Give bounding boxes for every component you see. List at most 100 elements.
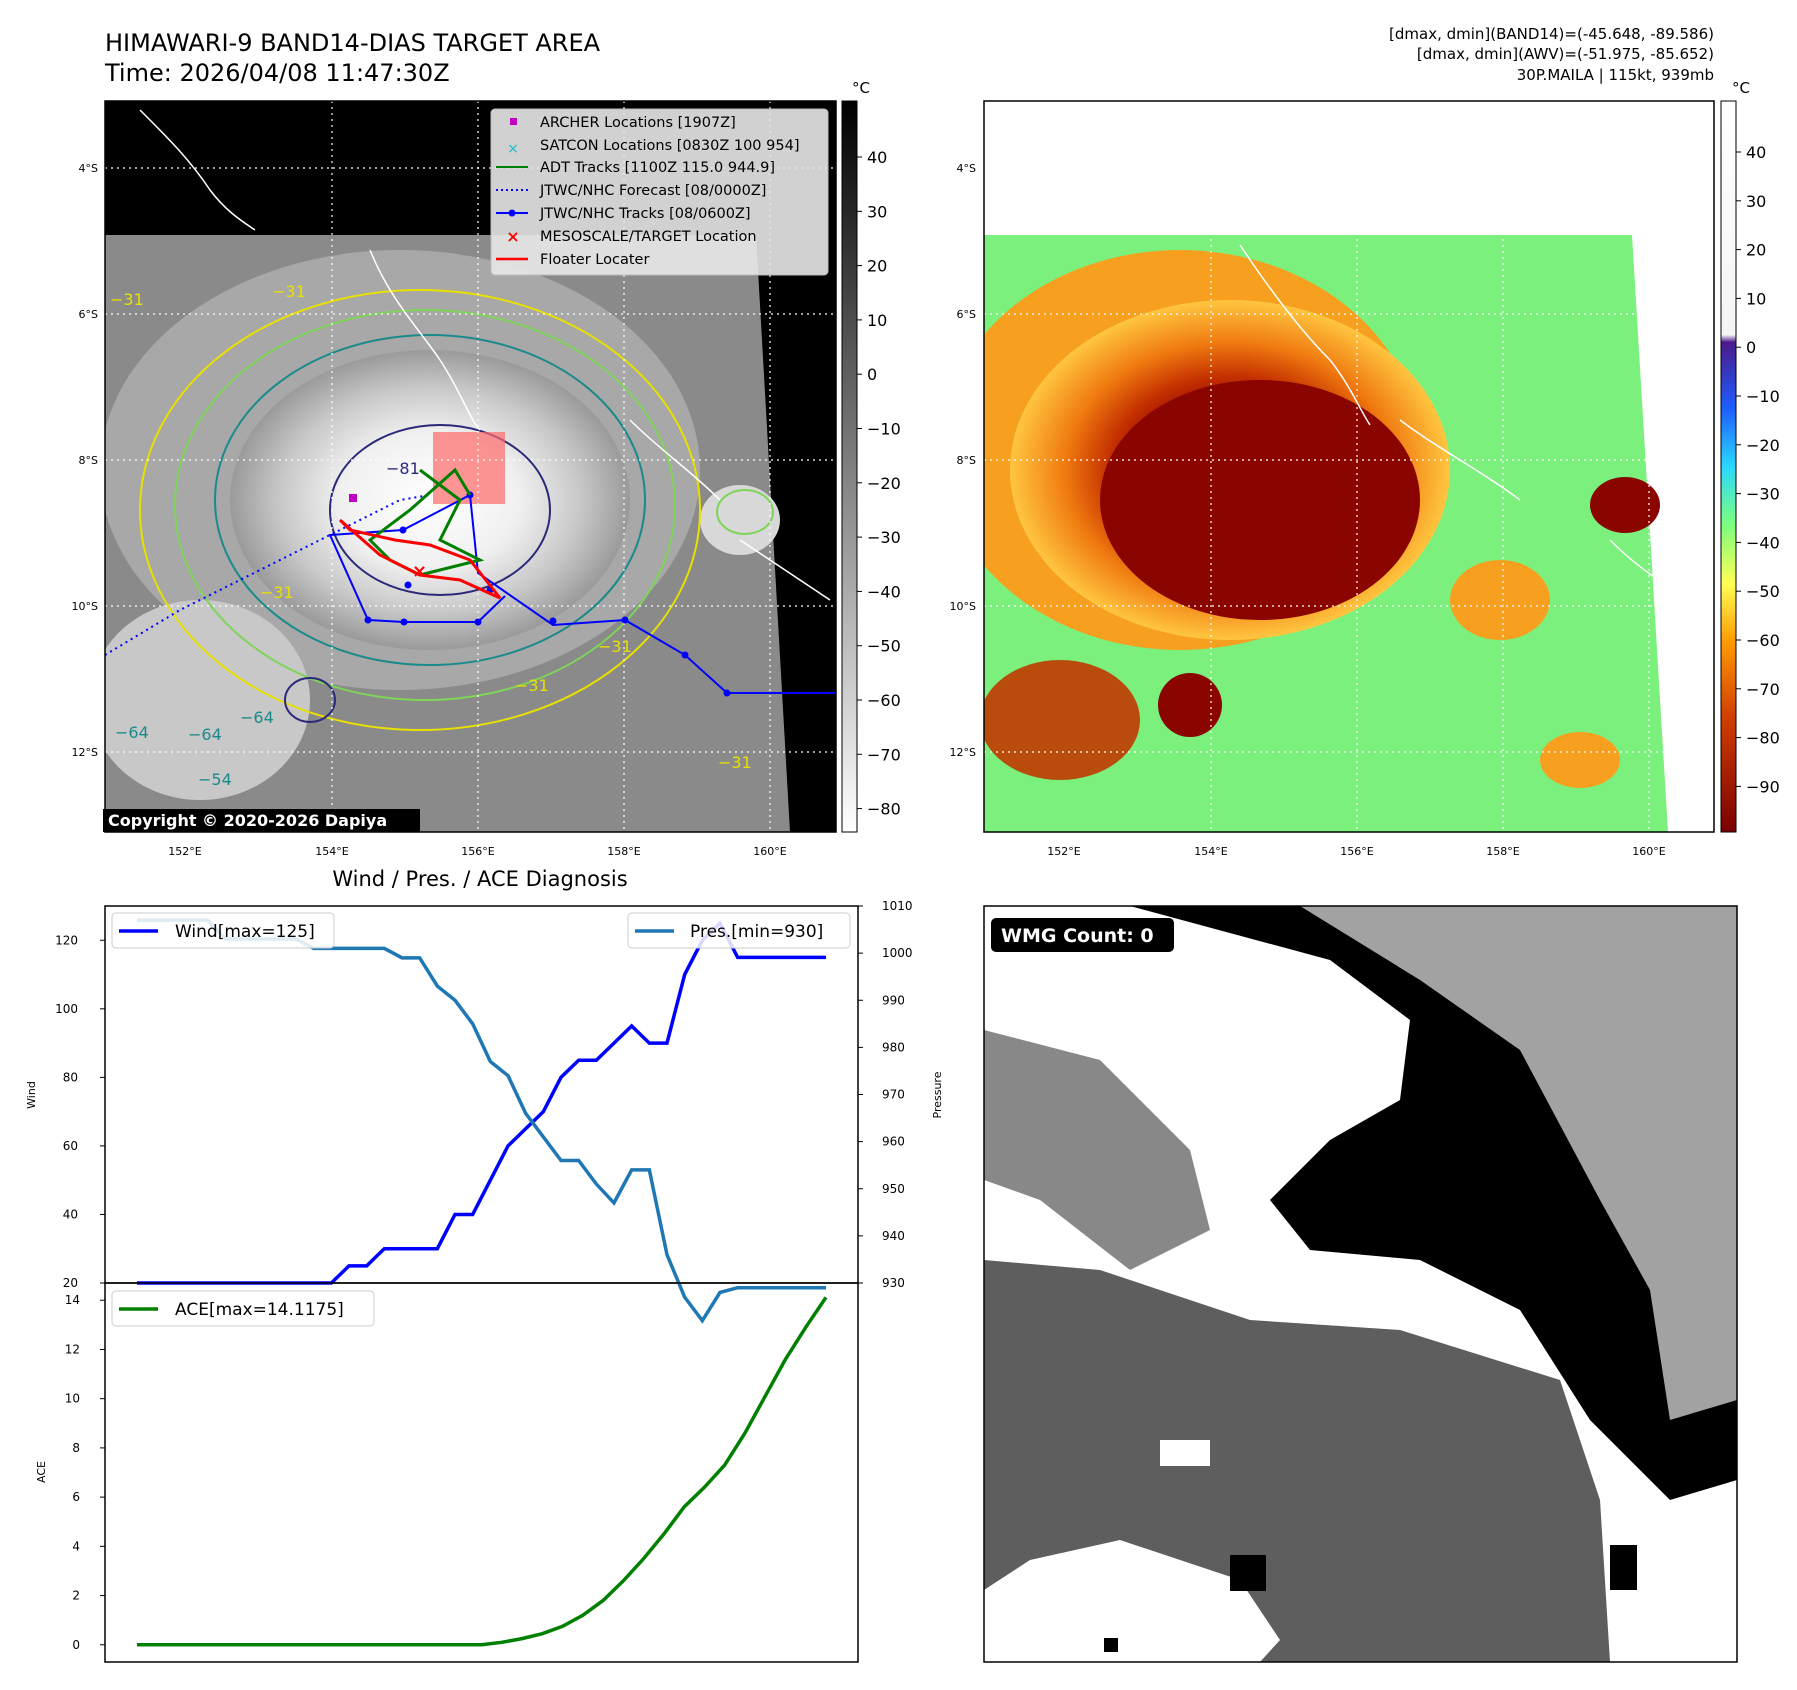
- ace-legend: ACE[max=14.1175]: [111, 1290, 375, 1327]
- ace-tick-label: 0: [72, 1638, 80, 1652]
- ir-colorbar-tick-label: −50: [867, 637, 901, 656]
- pressure-tick-label: 1000: [882, 946, 913, 960]
- svg-text:−31: −31: [515, 676, 549, 695]
- ace-frame: [104, 1282, 859, 1663]
- archer-marker: [349, 494, 357, 502]
- ace-chart: 0 2 4 6 8 10 12 14 ACE ACE[max=14.1175]: [35, 1282, 859, 1663]
- target-marker: ×: [412, 561, 427, 582]
- contour-navy: [329, 424, 551, 596]
- svg-text:−64: −64: [188, 725, 222, 744]
- pressure-tick-label: 960: [882, 1135, 905, 1149]
- color-colorbar-tick-label: 0: [1746, 338, 1756, 357]
- color-colorbar-tick-label: 30: [1746, 192, 1766, 211]
- ace-tick-label: 2: [72, 1589, 80, 1603]
- jtwc-forecast-track: [105, 494, 431, 656]
- contour-yellow: [139, 289, 701, 731]
- ir-colorbar-tick-label: 10: [867, 311, 887, 330]
- legend-label-satcon: SATCON Locations [0830Z 100 954]: [540, 138, 799, 154]
- pressure-tick-label: 940: [882, 1229, 905, 1243]
- svg-text:−31: −31: [260, 583, 294, 602]
- color-colorbar-tick-label: −30: [1746, 485, 1780, 504]
- contour-labels: −31 −31 −31 −31 −31 −31 −81 −64 −64 −64 …: [110, 282, 752, 789]
- ace-axis-label: ACE: [35, 1461, 48, 1483]
- svg-text:−64: −64: [115, 723, 149, 742]
- legend-label-forecast: JTWC/NHC Forecast [08/0000Z]: [539, 183, 766, 199]
- ir-colorbar-ticks: 40 30 20 10 0 −10 −20 −30 −40 −50 −60 −70 −80: [857, 148, 901, 819]
- ace-tick-label: 14: [65, 1293, 80, 1307]
- map2-lon-label: 158°E: [1486, 845, 1519, 858]
- map1-lat-label: 12°S: [72, 746, 98, 759]
- map1-lon-label: 156°E: [461, 845, 494, 858]
- color-colorbar-tick-label: −70: [1746, 680, 1780, 699]
- wind-legend-label: Wind[max=125]: [175, 922, 315, 942]
- info-band14: [dmax, dmin](BAND14)=(-45.648, -89.586): [1389, 25, 1714, 43]
- color-colorbar-tick-label: −60: [1746, 631, 1780, 650]
- pressure-tick-label: 930: [882, 1276, 905, 1290]
- color-colorbar-gradient: [1720, 100, 1737, 833]
- pressure-legend: Pres.[min=930]: [627, 912, 851, 949]
- ace-tick-label: 6: [72, 1490, 80, 1504]
- ir-colorbar-tick-label: 0: [867, 365, 877, 384]
- pressure-tick-label: 980: [882, 1040, 905, 1054]
- wmg-count-box: [991, 918, 1174, 952]
- floater-track: [338, 518, 502, 600]
- wind-pressure-frame: [104, 905, 859, 1284]
- map2-lat-label: 12°S: [950, 746, 976, 759]
- ir-storm-core: [230, 350, 630, 650]
- ace-tick-label: 12: [65, 1342, 80, 1356]
- contour-teal: [214, 334, 646, 666]
- wind-axis-label: Wind: [25, 1081, 38, 1109]
- map2-lon-label: 160°E: [1632, 845, 1665, 858]
- figure-title-line2: Time: 2026/04/08 11:47:30Z: [104, 59, 450, 87]
- wmg-frame: [983, 905, 1738, 1663]
- svg-text:−81: −81: [386, 459, 420, 478]
- color-colorbar-tick-label: −20: [1746, 436, 1780, 455]
- wind-tick-label: 40: [63, 1207, 78, 1221]
- ir-colorbar-tick-label: −10: [867, 420, 901, 439]
- wind-series-line: [137, 920, 826, 1285]
- wind-tick-label: 60: [63, 1139, 78, 1153]
- ace-legend-label: ACE[max=14.1175]: [175, 1300, 344, 1320]
- svg-text:−31: −31: [598, 637, 632, 656]
- legend-label-archer: ARCHER Locations [1907Z]: [540, 115, 736, 131]
- color-colorbar-tick-label: −10: [1746, 387, 1780, 406]
- ir-map-panel: × −31 −31 −31 −31 −31 −31 −81 −64 −64 −6…: [103, 100, 837, 833]
- ir-colorbar-tick-label: 30: [867, 202, 887, 221]
- svg-text:−31: −31: [272, 282, 306, 301]
- color-map-panel: [983, 100, 1715, 833]
- track-legend: × × ARCHER Locations [1907Z] SATCON Loca…: [490, 108, 829, 276]
- wmg-region-lightgray: [1300, 906, 1737, 1420]
- wind-tick-label: 80: [63, 1070, 78, 1084]
- pressure-tick-label: 990: [882, 993, 905, 1007]
- color-colorbar: °C 40 30 20 10 0 −10 −20 −30 −40 −50 −60 −70 −80 −90: [1720, 79, 1780, 833]
- map1-lat-label: 6°S: [79, 308, 98, 321]
- map1-lon-label: 154°E: [315, 845, 348, 858]
- legend-label-target: MESOSCALE/TARGET Location: [540, 229, 757, 245]
- legend-frame: [490, 108, 829, 276]
- map2-lon-label: 152°E: [1047, 845, 1080, 858]
- contour-green: [174, 309, 676, 701]
- info-awv: [dmax, dmin](AWV)=(-51.975, -85.652): [1417, 45, 1714, 63]
- wmg-region-gray: [984, 1030, 1210, 1270]
- color-colorbar-tick-label: 10: [1746, 289, 1766, 308]
- map1-lat-label: 10°S: [72, 600, 98, 613]
- coastline: [139, 109, 256, 231]
- wind-tick-label: 100: [55, 1002, 78, 1016]
- legend-marker-archer: [510, 118, 517, 125]
- map1-lon-label: 158°E: [607, 845, 640, 858]
- legend-label-adt: ADT Tracks [1100Z 115.0 944.9]: [540, 160, 775, 176]
- ace-tick-label: 8: [72, 1441, 80, 1455]
- ir-colorbar-tick-label: −70: [867, 745, 901, 764]
- color-colorbar-tick-label: 40: [1746, 143, 1766, 162]
- legend-label-floater: Floater Locater: [540, 252, 649, 268]
- figure-title-line1: HIMAWARI-9 BAND14-DIAS TARGET AREA: [105, 29, 601, 57]
- wmg-count-label: WMG Count: 0: [1001, 925, 1154, 947]
- ir-colorbar-tick-label: −30: [867, 528, 901, 547]
- color-colorbar-ticks: 40 30 20 10 0 −10 −20 −30 −40 −50 −60 −70 −80 −90: [1736, 143, 1780, 796]
- color-colorbar-unit: °C: [1732, 79, 1750, 97]
- svg-text:−64: −64: [240, 708, 274, 727]
- color-map-frame: [983, 100, 1715, 833]
- info-storm: 30P.MAILA | 115kt, 939mb: [1517, 66, 1714, 84]
- ir-colorbar-tick-label: −60: [867, 691, 901, 710]
